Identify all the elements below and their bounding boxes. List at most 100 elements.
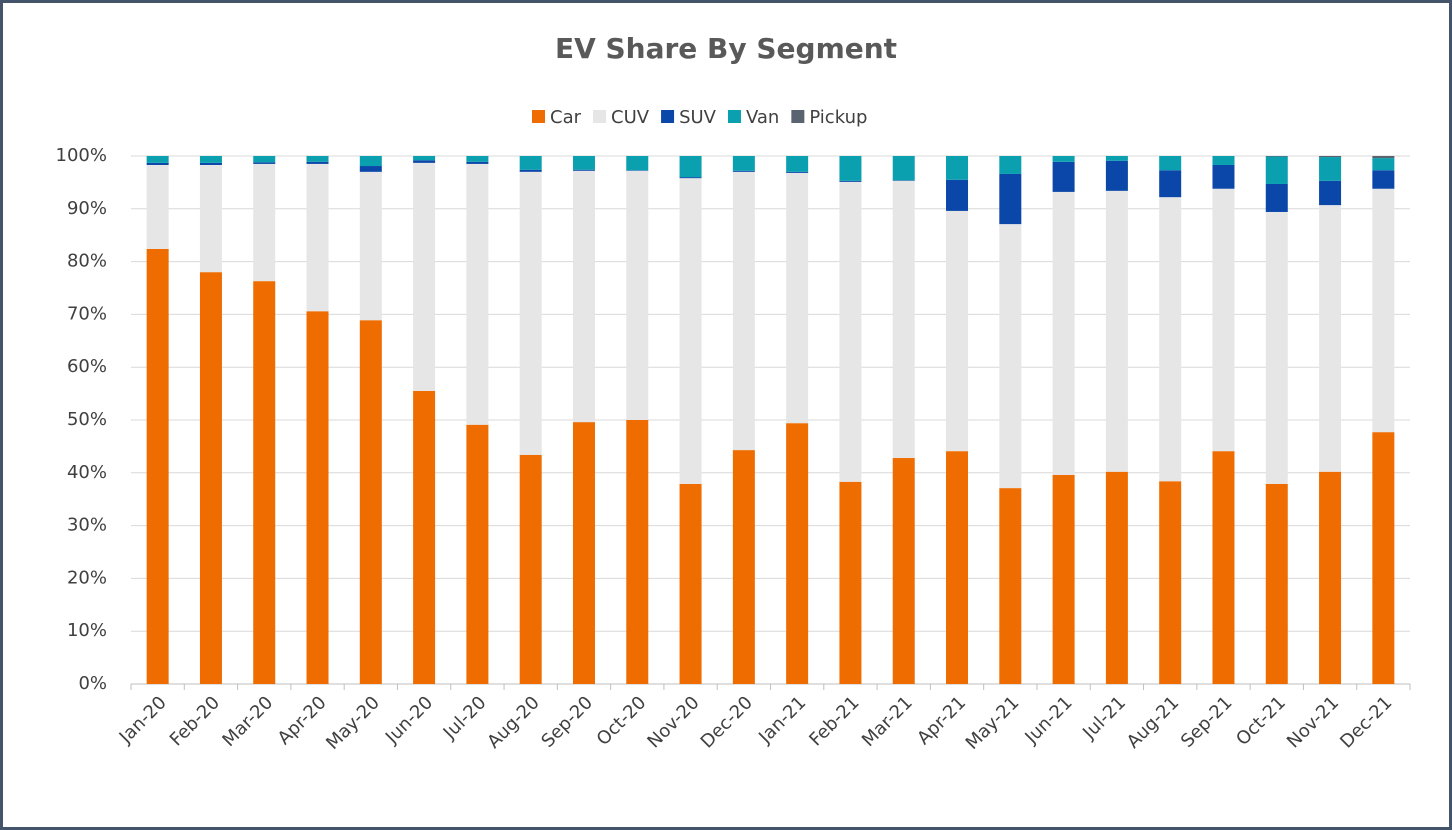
bar-segment xyxy=(1212,156,1235,165)
chart-title: EV Share By Segment xyxy=(555,32,897,65)
bar-segment xyxy=(839,180,862,182)
bar-segment xyxy=(1105,160,1128,191)
legend-swatch xyxy=(791,110,805,123)
bar-segment xyxy=(1052,474,1075,684)
bar-segment xyxy=(1105,156,1128,161)
bar-segment xyxy=(1319,471,1342,684)
bar-segment xyxy=(1105,190,1128,472)
bar-segment xyxy=(1052,191,1075,475)
bar-segment xyxy=(946,156,969,180)
bar-segment xyxy=(146,248,169,685)
bar-segment xyxy=(146,156,169,163)
bar-segment xyxy=(466,156,489,162)
bar-segment xyxy=(572,422,595,684)
bar-segment xyxy=(1212,164,1235,189)
bar-segment xyxy=(199,162,222,165)
legend-swatch xyxy=(593,110,606,123)
bar-segment xyxy=(1319,157,1342,181)
bar-segment xyxy=(1265,156,1288,157)
bar-segment xyxy=(626,420,649,684)
bar-segment xyxy=(946,451,969,684)
bar-segment xyxy=(999,156,1022,174)
bar-segment xyxy=(1212,451,1235,684)
bar-segment xyxy=(146,164,169,249)
bar-segment xyxy=(1265,183,1288,212)
bar-segment xyxy=(253,281,276,684)
bar-segment xyxy=(626,170,649,420)
bar-segment xyxy=(1159,156,1182,171)
bar-segment xyxy=(839,481,862,684)
bar-segment xyxy=(1372,170,1395,189)
bar-segment xyxy=(839,181,862,482)
bar-segment xyxy=(1372,158,1395,171)
bar-segment xyxy=(786,423,809,684)
bar-segment xyxy=(1159,197,1182,482)
bar-segment xyxy=(839,156,862,181)
bar-segment xyxy=(999,224,1022,489)
bar-segment xyxy=(413,160,436,163)
bar-segment xyxy=(679,178,702,484)
bar-segment xyxy=(572,156,595,170)
y-tick-label: 50% xyxy=(67,409,107,430)
bar-segment xyxy=(1212,188,1235,452)
bar-segment xyxy=(626,170,649,171)
bar-segment xyxy=(519,171,542,455)
bar-segment xyxy=(999,173,1022,225)
bar-segment xyxy=(892,156,915,181)
bar-segment xyxy=(679,156,702,178)
bar-segment xyxy=(199,156,222,163)
bar-segment xyxy=(1319,156,1342,158)
bar-segment xyxy=(1159,481,1182,684)
bar-segment xyxy=(413,162,436,391)
bar-segment xyxy=(892,180,915,181)
bar-segment xyxy=(732,171,755,451)
bar-segment xyxy=(306,156,329,162)
bar-segment xyxy=(359,166,382,172)
legend-label: Pickup xyxy=(809,107,867,128)
y-tick-label: 90% xyxy=(67,198,107,219)
bar-segment xyxy=(413,390,436,684)
legend-label: Van xyxy=(746,107,779,128)
y-tick-label: 30% xyxy=(67,515,107,536)
bar-segment xyxy=(1265,483,1288,684)
bar-segment xyxy=(892,458,915,684)
y-tick-label: 0% xyxy=(78,673,107,694)
bar-segment xyxy=(946,210,969,452)
bar-segment xyxy=(572,170,595,423)
bar-segment xyxy=(466,163,489,425)
bar-segment xyxy=(253,162,276,164)
bar-segment xyxy=(519,156,542,170)
bar-segment xyxy=(253,163,276,282)
bar-segment xyxy=(1159,170,1182,198)
bar-segment xyxy=(1052,161,1075,192)
bar-segment xyxy=(466,161,489,164)
bar-segment xyxy=(199,164,222,273)
bar-segment xyxy=(946,179,969,211)
y-tick-label: 100% xyxy=(56,145,107,166)
y-tick-label: 80% xyxy=(67,251,107,272)
bar-segment xyxy=(626,156,649,171)
bar-segment xyxy=(466,424,489,684)
legend-swatch xyxy=(727,110,741,123)
bar-segment xyxy=(679,483,702,684)
bar-segment xyxy=(1052,156,1075,162)
bar-segment xyxy=(253,156,276,163)
bar-segment xyxy=(146,162,169,165)
y-tick-label: 70% xyxy=(67,303,107,324)
y-tick-label: 40% xyxy=(67,462,107,483)
bar-segment xyxy=(1319,205,1342,472)
bar-segment xyxy=(359,156,382,167)
y-tick-label: 10% xyxy=(67,620,107,641)
legend-label: SUV xyxy=(679,107,717,128)
bar-segment xyxy=(892,180,915,459)
bar-segment xyxy=(1105,471,1128,684)
bar-segment xyxy=(572,169,595,171)
bar-segment xyxy=(306,163,329,312)
bar-segment xyxy=(1372,188,1395,433)
bar-segment xyxy=(786,172,809,424)
bar-segment xyxy=(679,177,702,179)
y-tick-label: 60% xyxy=(67,356,107,377)
bar-segment xyxy=(1265,211,1288,484)
bar-segment xyxy=(519,169,542,172)
